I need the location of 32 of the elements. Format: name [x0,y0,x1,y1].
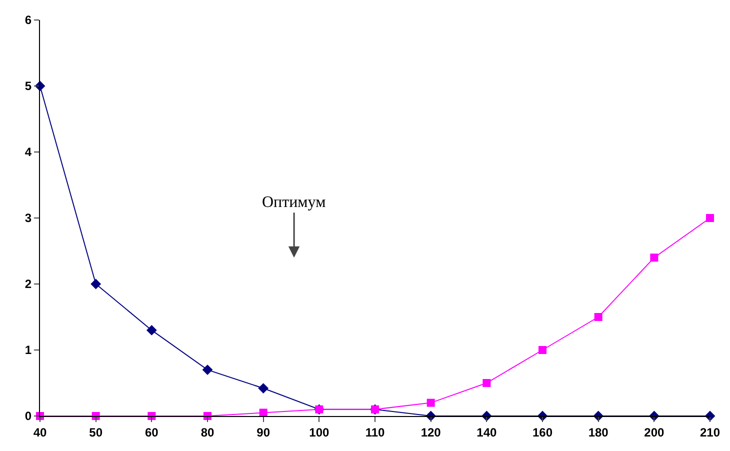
point [426,398,435,407]
x-tick-label: 120 [420,425,442,440]
y-tick-label: 1 [24,343,32,358]
x-tick-label: 100 [309,425,330,440]
x-tick-label: 140 [476,425,497,440]
x-tick-label: 40 [33,425,47,440]
x-tick-label: 180 [588,425,609,440]
x-tick-label: 200 [644,425,664,440]
x-tick-label: 160 [532,425,553,440]
point [482,379,491,387]
annotation: Оптимум [262,194,326,211]
point [650,254,658,262]
x-tick-label: 50 [89,425,103,440]
point [538,346,546,354]
point [259,408,268,417]
point [706,214,714,222]
y-tick-label: 5 [24,79,32,94]
x-tick-label: 110 [365,425,386,440]
x-tick-label: 60 [144,425,159,440]
y-tick-label: 2 [24,277,32,292]
y-tick-label: 6 [24,13,32,28]
y-tick-label: 3 [24,211,32,226]
point [594,313,602,321]
point [90,278,102,290]
y-tick-label: 0 [24,409,32,424]
point [146,325,157,336]
x-tick-label: 210 [700,425,720,440]
x-tick-label: 80 [200,425,214,440]
point [202,364,213,375]
y-tick-label: 4 [24,145,32,160]
point [258,383,269,394]
x-tick-label: 90 [256,425,270,440]
